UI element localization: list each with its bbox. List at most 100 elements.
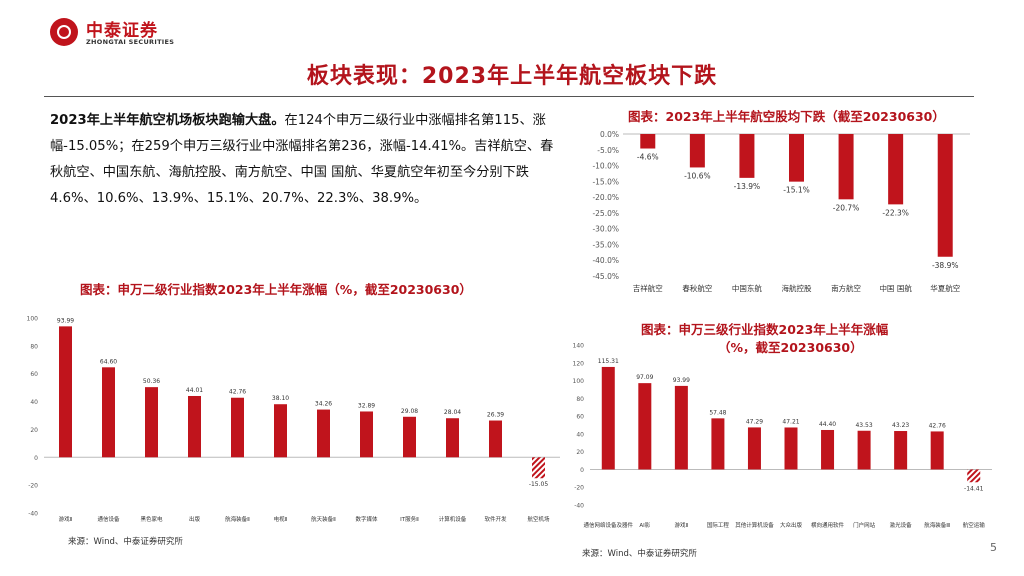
bar (317, 409, 330, 458)
summary-body: 在124个申万二级行业中涨幅排名第115、涨幅-15.05%；在259个申万三级… (50, 113, 554, 206)
bar (274, 404, 287, 458)
x-tick-label: 通信设备 (97, 515, 120, 523)
x-tick-label: 其他计算机设备 (735, 521, 774, 529)
logo-text-en: ZHONGTAI SECURITIES (86, 38, 175, 46)
bar (821, 429, 835, 470)
page-number: 5 (990, 541, 997, 554)
bar (888, 134, 904, 205)
y-tick-label: -45.0% (592, 272, 619, 281)
x-tick-label: 电视Ⅱ (274, 515, 288, 523)
y-tick-label: -5.0% (597, 146, 619, 155)
bar (930, 431, 944, 470)
data-label: -15.1% (783, 186, 810, 195)
bar (789, 134, 804, 182)
data-label: 29.08 (401, 408, 418, 415)
bar (689, 134, 705, 168)
company-logo: 中泰证券 ZHONGTAI SECURITIES (50, 16, 200, 50)
data-label: 42.76 (929, 422, 946, 429)
x-tick-label: 中国东航 (732, 283, 762, 293)
bar (532, 457, 545, 479)
data-label: 42.76 (229, 389, 246, 396)
x-tick-label: IT服务Ⅱ (400, 515, 419, 523)
x-tick-label: 春秋航空 (682, 283, 712, 293)
bar (102, 367, 115, 458)
data-label: 34.26 (315, 401, 332, 408)
x-tick-label: 横向通用软件 (811, 521, 845, 529)
data-label: 115.31 (598, 358, 619, 365)
x-tick-label: 游戏Ⅱ (59, 515, 73, 523)
logo-mark-icon (50, 18, 78, 46)
data-label: 97.09 (636, 374, 653, 381)
data-label: -13.9% (734, 182, 761, 191)
y-tick-label: -35.0% (592, 240, 619, 249)
x-tick-label: 黑色家电 (140, 515, 163, 523)
bar (59, 326, 72, 458)
data-label: 43.53 (855, 422, 872, 429)
chart-sw-level3: 140 120 100 80 60 40 20 0 -20 -40 115.31 通信网络设备及器件 9… (573, 343, 992, 529)
y-tick-label: 140 (573, 343, 585, 350)
bar (231, 397, 244, 458)
x-tick-label: 大众出版 (780, 521, 803, 529)
data-label: 93.99 (673, 377, 690, 384)
source-note-left: 来源：Wind、中泰证券研究所 (68, 537, 183, 547)
y-tick-label: 0 (580, 467, 584, 474)
y-tick-label: 60 (30, 371, 38, 378)
x-tick-label: 软件开发 (484, 515, 507, 523)
bar (403, 416, 416, 458)
chart3-caption-line2: （%，截至20230630） (718, 340, 863, 355)
y-tick-label: -15.0% (592, 177, 619, 186)
bar (489, 420, 502, 458)
bar (711, 418, 725, 470)
x-tick-label: 航海装备Ⅲ (924, 521, 950, 529)
x-tick-label: 通信网络设备及器件 (584, 521, 634, 529)
bar (857, 430, 871, 470)
chart-airline-stocks: 0.0% -5.0% -10.0% -15.0% -20.0% -25.0% -30.0% -… (592, 130, 970, 293)
data-label: 44.40 (819, 421, 836, 428)
data-label: 26.39 (487, 412, 504, 419)
bar (638, 383, 652, 470)
chart2-caption: 图表：申万二级行业指数2023年上半年涨幅（%，截至20230630） (80, 282, 472, 297)
x-tick-label: 激光设备 (890, 521, 913, 529)
bar (360, 411, 373, 458)
y-tick-label: 20 (30, 427, 38, 434)
bar (188, 395, 201, 458)
bar (894, 431, 908, 470)
x-tick-label: 航空机场 (527, 515, 550, 523)
title-divider (44, 96, 974, 97)
bar (640, 134, 656, 149)
data-label: 44.01 (186, 387, 203, 394)
summary-lead: 2023年上半年航空机场板块跑输大盘。 (50, 113, 285, 128)
data-label: 50.36 (143, 378, 160, 385)
data-label: 57.48 (709, 409, 726, 416)
bar (747, 427, 761, 470)
data-label: -38.9% (932, 261, 959, 270)
bar (601, 366, 615, 470)
x-tick-label: 吉祥航空 (633, 283, 663, 293)
data-label: 47.21 (782, 418, 799, 425)
x-tick-label: 门户网站 (853, 521, 876, 529)
y-tick-label: 80 (30, 343, 38, 350)
chart1-caption: 图表：2023年上半年航空股均下跌（截至20230630） (628, 109, 945, 124)
logo-text-cn: 中泰证券 (86, 21, 158, 41)
y-tick-label: -20 (28, 483, 38, 490)
x-tick-label: 南方航空 (831, 283, 861, 293)
x-tick-label: 数字媒体 (355, 515, 378, 523)
x-tick-label: 航海装备Ⅱ (225, 515, 250, 523)
source-note-right: 来源：Wind、中泰证券研究所 (582, 549, 697, 559)
slide-title: 板块表现：2023年上半年航空板块下跌 (306, 64, 718, 89)
y-tick-label: -20 (574, 485, 584, 492)
x-tick-label: 中国 国航 (879, 283, 912, 293)
bar (937, 134, 953, 257)
bar (739, 134, 755, 178)
data-label: 47.29 (746, 418, 763, 425)
x-tick-label: 航天装备Ⅱ (311, 515, 336, 523)
y-tick-label: 80 (576, 396, 584, 403)
data-label: -22.3% (882, 208, 909, 217)
data-label: -10.6% (684, 171, 711, 180)
data-label: -14.41 (964, 485, 984, 492)
y-tick-label: 0.0% (600, 130, 619, 139)
chart3-caption-line1: 图表：申万三级行业指数2023年上半年涨幅 (641, 322, 889, 337)
y-tick-label: -40.0% (592, 256, 619, 265)
data-label: 32.89 (358, 402, 375, 409)
bar (145, 387, 158, 458)
